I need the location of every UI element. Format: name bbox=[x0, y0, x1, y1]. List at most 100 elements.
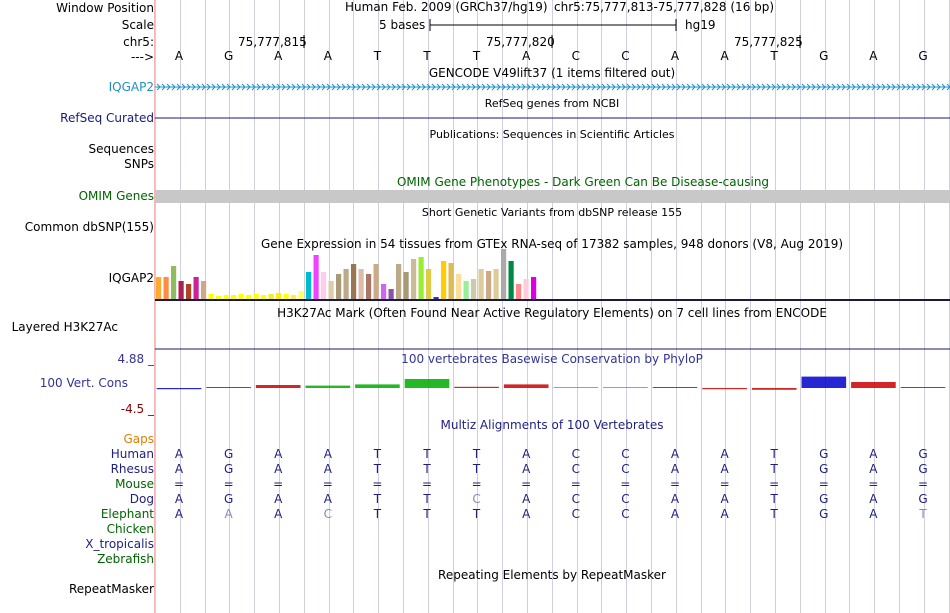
gtex-tissue-bar bbox=[253, 294, 259, 299]
layered-h3k27ac-label[interactable]: Layered H3K27Ac bbox=[11, 320, 118, 334]
strand-chevron bbox=[251, 83, 256, 91]
aligned-base: C bbox=[571, 492, 580, 506]
strand-chevron bbox=[876, 83, 881, 91]
gtex-tissue-bar bbox=[523, 279, 529, 299]
strand-chevron bbox=[641, 83, 646, 91]
gencode-gene-label[interactable]: IQGAP2 bbox=[108, 80, 154, 94]
omim-track-title[interactable]: OMIM Gene Phenotypes - Dark Green Can Be… bbox=[396, 175, 770, 189]
scale-assembly: hg19 bbox=[685, 18, 716, 32]
aligned-base: A bbox=[323, 492, 332, 506]
strand-chevron bbox=[616, 83, 621, 91]
strand-chevron bbox=[946, 83, 950, 91]
multiz-track-title[interactable]: Multiz Alignments of 100 Vertebrates bbox=[440, 418, 664, 432]
refseq-curated-label[interactable]: RefSeq Curated bbox=[60, 111, 154, 125]
phylop-score-mark bbox=[801, 376, 847, 388]
gtex-tissue-bar bbox=[478, 269, 484, 299]
aligned-base: G bbox=[819, 447, 829, 461]
strand-chevron bbox=[836, 83, 841, 91]
aligned-base: G bbox=[819, 507, 829, 521]
h3k27ac-track-title[interactable]: H3K27Ac Mark (Often Found Near Active Re… bbox=[277, 306, 827, 320]
strand-chevron bbox=[566, 83, 571, 91]
phylop-score-mark bbox=[305, 385, 351, 388]
strand-chevron bbox=[211, 83, 216, 91]
strand-chevron bbox=[866, 83, 871, 91]
strand-chevron bbox=[241, 83, 246, 91]
scale-label: Scale bbox=[121, 18, 154, 32]
common-dbsnp-label[interactable]: Common dbSNP(155) bbox=[24, 220, 154, 234]
aligned-base: T bbox=[472, 447, 481, 461]
species-label[interactable]: Chicken bbox=[106, 522, 154, 536]
aligned-base: T bbox=[373, 492, 382, 506]
refseq-track-title[interactable]: RefSeq genes from NCBI bbox=[484, 97, 620, 110]
species-label[interactable]: Mouse bbox=[115, 477, 154, 491]
strand-chevron bbox=[896, 83, 901, 91]
gtex-tissue-bar bbox=[298, 291, 304, 299]
repeatmasker-track-title[interactable]: Repeating Elements by RepeatMasker bbox=[438, 568, 666, 582]
track-data-area[interactable]: Human Feb. 2009 (GRCh37/hg19) chr5:75,77… bbox=[155, 0, 950, 613]
publications-track-title[interactable]: Publications: Sequences in Scientific Ar… bbox=[429, 128, 675, 141]
gaps-label[interactable]: Gaps bbox=[123, 432, 154, 446]
strand-chevron bbox=[921, 83, 926, 91]
aligned-base: A bbox=[720, 492, 729, 506]
strand-chevron bbox=[221, 83, 226, 91]
strand-chevron bbox=[366, 83, 371, 91]
ruler-tick-label: 75,777,815 bbox=[238, 35, 307, 49]
species-label[interactable]: Dog bbox=[129, 492, 154, 506]
strand-chevron bbox=[671, 83, 676, 91]
strand-chevron bbox=[401, 83, 406, 91]
strand-chevron bbox=[571, 83, 576, 91]
aligned-base: G bbox=[223, 447, 234, 461]
aligned-base: C bbox=[621, 447, 630, 461]
aligned-base: A bbox=[274, 462, 283, 476]
aligned-base: A bbox=[224, 507, 233, 521]
omim-genes-label[interactable]: OMIM Genes bbox=[78, 189, 154, 203]
aligned-base: = bbox=[570, 477, 581, 491]
strand-chevron bbox=[821, 83, 826, 91]
reference-base: A bbox=[522, 49, 531, 63]
sequences-label[interactable]: Sequences bbox=[88, 142, 154, 156]
aligned-base: C bbox=[571, 507, 580, 521]
strand-chevron bbox=[276, 83, 281, 91]
aligned-base: C bbox=[621, 492, 630, 506]
species-label[interactable]: Elephant bbox=[100, 507, 154, 521]
ruler-tick-label: 75,777,820 bbox=[486, 35, 555, 49]
gtex-tissue-bar bbox=[366, 274, 372, 299]
gtex-tissue-bar bbox=[336, 274, 342, 299]
gtex-tissue-bar bbox=[306, 272, 312, 299]
strand-chevron bbox=[316, 83, 321, 91]
gtex-tissue-bar bbox=[456, 274, 462, 299]
conservation-track-label[interactable]: 100 Vert. Cons bbox=[39, 376, 128, 390]
species-label[interactable]: Zebrafish bbox=[97, 552, 154, 566]
strand-chevron bbox=[686, 83, 691, 91]
strand-chevron bbox=[726, 83, 731, 91]
strand-chevron bbox=[926, 83, 931, 91]
reference-base: A bbox=[720, 49, 729, 63]
gtex-gene-label[interactable]: IQGAP2 bbox=[108, 271, 154, 285]
repeatmasker-label[interactable]: RepeatMasker bbox=[68, 582, 154, 596]
reference-base: A bbox=[670, 49, 680, 63]
strand-chevron bbox=[711, 83, 716, 91]
gtex-track-title[interactable]: Gene Expression in 54 tissues from GTEx … bbox=[260, 237, 844, 251]
strand-chevron bbox=[471, 83, 476, 91]
gencode-track-title[interactable]: GENCODE V49lift37 (1 items filtered out) bbox=[428, 66, 676, 80]
aligned-base: A bbox=[522, 447, 531, 461]
gtex-tissue-bar bbox=[171, 266, 177, 299]
reference-base: T bbox=[472, 49, 481, 63]
species-label[interactable]: Human bbox=[110, 447, 154, 461]
strand-chevron bbox=[526, 83, 531, 91]
gtex-tissue-bar bbox=[246, 295, 252, 299]
species-label[interactable]: X_tropicalis bbox=[85, 537, 154, 551]
strand-chevron bbox=[661, 83, 666, 91]
strand-chevron bbox=[311, 83, 316, 91]
strand-chevron bbox=[846, 83, 851, 91]
dbsnp-track-title[interactable]: Short Genetic Variants from dbSNP releas… bbox=[421, 206, 683, 219]
strand-chevron bbox=[826, 83, 831, 91]
aligned-base: T bbox=[373, 447, 382, 461]
snps-label[interactable]: SNPs bbox=[124, 157, 154, 171]
strand-chevron bbox=[721, 83, 726, 91]
phylop-track-title[interactable]: 100 vertebrates Basewise Conservation by… bbox=[401, 352, 703, 366]
species-label[interactable]: Rhesus bbox=[110, 462, 154, 476]
aligned-base: A bbox=[670, 507, 680, 521]
aligned-base: = bbox=[471, 477, 482, 491]
